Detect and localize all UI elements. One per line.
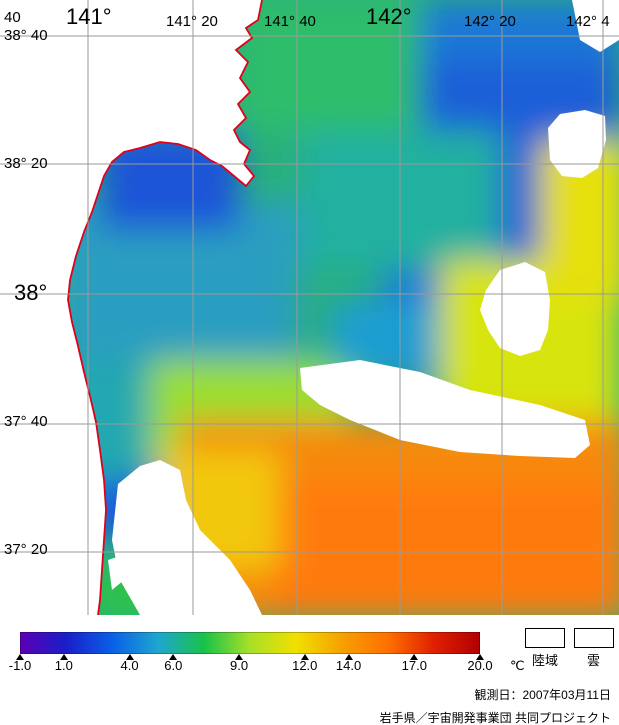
lat-label-37-20: 37° 20 — [4, 541, 48, 558]
colorbar-tick-label: 20.0 — [467, 658, 493, 673]
credit-text: 岩手県／宇宙開発事業団 共同プロジェクト — [379, 711, 611, 725]
colorbar-tick-label: -1.0 — [8, 658, 32, 673]
colorbar-tick-mark — [59, 654, 68, 660]
lon-label-142-4: 142° 4 — [566, 13, 610, 30]
lon-label-142-20: 142° 20 — [464, 13, 516, 30]
lat-label-37-40: 37° 40 — [4, 413, 48, 430]
colorbar-tick-mark — [300, 654, 309, 660]
colorbar-tick-mark — [169, 654, 178, 660]
cloud-legend-swatch — [574, 628, 614, 648]
lon-label-141-40: 141° 40 — [264, 13, 316, 30]
cloud-areas — [108, 0, 619, 615]
land-area — [0, 0, 262, 615]
colorbar-tick-label: 6.0 — [164, 658, 183, 673]
lat-label-38-40: 38° 40 — [4, 27, 48, 44]
lon-label-141-20: 141° 20 — [166, 13, 218, 30]
colorbar-tick-label: 14.0 — [335, 658, 362, 673]
colorbar-tick-mark — [410, 654, 419, 660]
lat-label-38-20: 38° 20 — [4, 155, 48, 172]
lon-label-40: 40 — [4, 9, 21, 26]
colorbar-tick-mark — [125, 654, 134, 660]
colorbar-tick-label: 9.0 — [230, 658, 249, 673]
temperature-colorbar — [20, 632, 480, 654]
colorbar-tick-label: 1.0 — [54, 658, 73, 673]
colorbar-tick-mark — [16, 654, 24, 660]
land-legend-swatch — [525, 628, 565, 648]
colorbar-unit: ℃ — [510, 658, 525, 673]
colorbar-tick-mark — [235, 654, 244, 660]
lat-label-38: 38° — [14, 280, 48, 305]
graticule — [0, 0, 619, 615]
land-legend-label: 陸域 — [532, 653, 559, 668]
cloud-legend-label: 雲 — [587, 653, 601, 668]
lon-label-141: 141° — [66, 4, 112, 29]
coastline — [67, 0, 263, 615]
lon-label-142: 142° — [366, 4, 412, 29]
colorbar-tick-label: 4.0 — [120, 658, 139, 673]
colorbar-tick-label: 17.0 — [401, 658, 427, 673]
sea-surface-temperature-map — [0, 0, 619, 615]
colorbar-tick-mark — [344, 654, 353, 660]
observation-date: 観測日：2007年03月11日 — [474, 688, 611, 702]
colorbar-tick-label: 12.0 — [292, 658, 318, 673]
colorbar-tick-mark — [476, 654, 484, 660]
